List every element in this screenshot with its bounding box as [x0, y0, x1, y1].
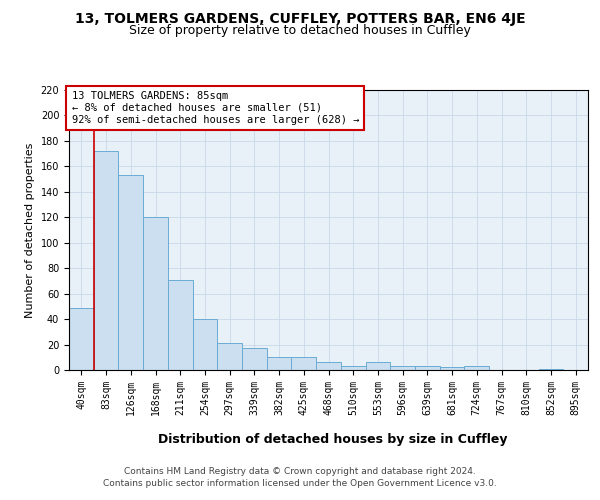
Bar — [316, 362, 341, 370]
Text: Size of property relative to detached houses in Cuffley: Size of property relative to detached ho… — [129, 24, 471, 37]
Bar — [440, 368, 464, 370]
Text: 13, TOLMERS GARDENS, CUFFLEY, POTTERS BAR, EN6 4JE: 13, TOLMERS GARDENS, CUFFLEY, POTTERS BA… — [74, 12, 526, 26]
Text: Contains HM Land Registry data © Crown copyright and database right 2024.: Contains HM Land Registry data © Crown c… — [124, 467, 476, 476]
Bar — [69, 308, 94, 370]
Bar — [94, 151, 118, 370]
Bar — [390, 366, 415, 370]
Bar — [365, 362, 390, 370]
Y-axis label: Number of detached properties: Number of detached properties — [25, 142, 35, 318]
Bar — [267, 358, 292, 370]
Bar — [143, 218, 168, 370]
Bar — [292, 358, 316, 370]
Text: 13 TOLMERS GARDENS: 85sqm
← 8% of detached houses are smaller (51)
92% of semi-d: 13 TOLMERS GARDENS: 85sqm ← 8% of detach… — [71, 92, 359, 124]
Bar — [415, 366, 440, 370]
Bar — [118, 176, 143, 370]
Bar — [341, 366, 365, 370]
Bar — [242, 348, 267, 370]
Text: Distribution of detached houses by size in Cuffley: Distribution of detached houses by size … — [158, 432, 508, 446]
Bar — [539, 368, 563, 370]
Text: Contains public sector information licensed under the Open Government Licence v3: Contains public sector information licen… — [103, 478, 497, 488]
Bar — [193, 319, 217, 370]
Bar — [464, 366, 489, 370]
Bar — [217, 344, 242, 370]
Bar — [168, 280, 193, 370]
